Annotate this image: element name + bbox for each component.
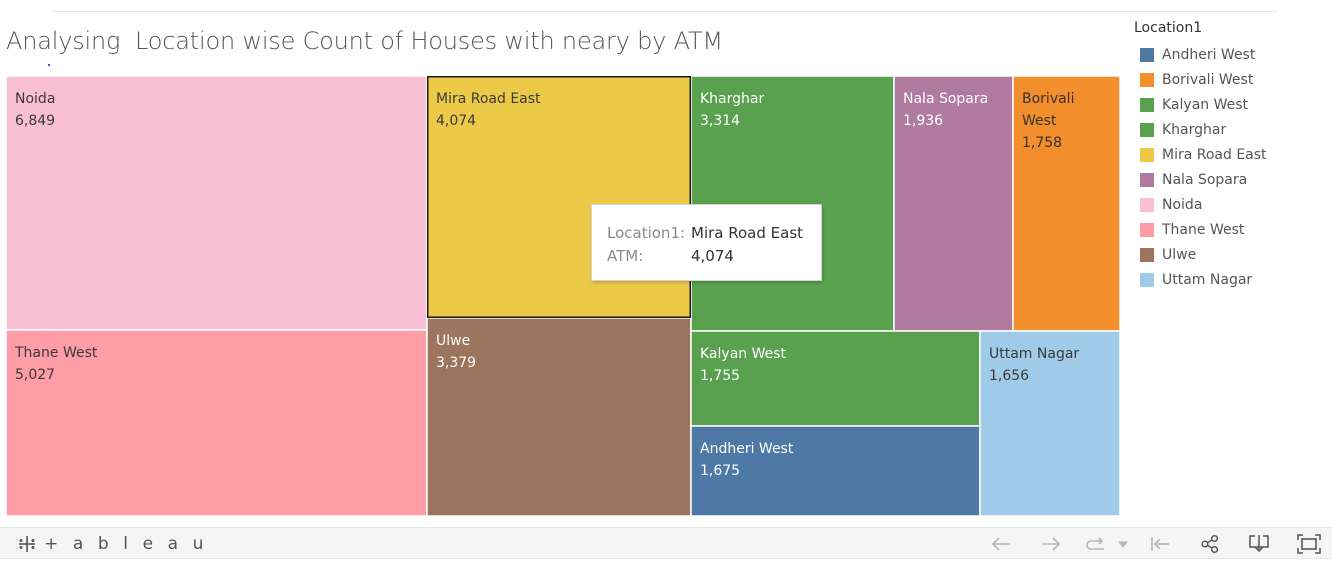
legend-item[interactable]: Thane West [1134,217,1324,242]
download-button[interactable] [1246,532,1272,556]
revert-button[interactable] [1083,532,1109,556]
legend-item[interactable]: Mira Road East [1134,142,1324,167]
legend-swatch [1140,272,1154,287]
legend-item[interactable]: Andheri West [1134,42,1324,67]
reset-button[interactable] [1147,532,1173,556]
tooltip-key-location: Location1: [607,223,686,242]
legend-title: Location1 [1134,20,1203,36]
color-legend: Location1 Andheri West Borivali West Kalya… [1134,18,1324,292]
undo-button[interactable] [988,532,1014,556]
chart-title: Analysing Location wise Count of Houses … [6,27,723,55]
legend-item[interactable]: Kharghar [1134,117,1324,142]
fullscreen-icon [1297,534,1321,554]
tile-rect[interactable] [893,75,1014,332]
tableau-toolbar: + a b l e a u [0,527,1332,559]
legend-label: Uttam Nagar [1162,271,1253,288]
reset-icon [1151,537,1169,551]
tooltip-value-atm: 4,074 [691,246,734,265]
legend-label: Nala Sopara [1162,171,1248,188]
tile-rect[interactable] [979,330,1121,517]
tooltip: Location1: Mira Road East ATM: 4,074 [591,204,822,281]
tableau-logo[interactable]: + a b l e a u [16,533,208,555]
legend-swatch [1140,147,1154,162]
legend-swatch [1140,247,1154,262]
legend-items: Andheri West Borivali West Kalyan West Khar… [1134,42,1324,292]
legend-swatch [1140,197,1154,212]
share-button[interactable] [1197,532,1223,556]
legend-swatch [1140,47,1154,62]
title-marker [48,64,50,66]
tile-rect[interactable] [5,75,428,331]
legend-label: Kalyan West [1162,96,1249,113]
tile-rect[interactable] [5,329,428,517]
legend-label: Noida [1162,196,1203,213]
legend-item[interactable]: Borivali West [1134,67,1324,92]
legend-item[interactable]: Nala Sopara [1134,167,1324,192]
undo-icon [991,537,1010,551]
top-divider [52,11,1278,12]
legend-swatch [1140,72,1154,87]
legend-label: Thane West [1162,221,1245,238]
legend-label: Mira Road East [1162,146,1267,163]
legend-swatch [1140,172,1154,187]
tile-rect[interactable] [426,75,692,319]
tooltip-key-atm: ATM: [607,246,644,265]
tile-rect[interactable] [690,425,981,517]
legend-swatch [1140,222,1154,237]
fullscreen-button[interactable] [1296,532,1322,556]
chevron-down-icon [1118,541,1128,548]
tile-rect[interactable] [1012,75,1121,332]
tile-rect[interactable] [690,330,981,427]
legend-item[interactable]: Kalyan West [1134,92,1324,117]
legend-item[interactable]: Uttam Nagar [1134,267,1324,292]
legend-swatch [1140,122,1154,137]
share-icon [1201,534,1219,554]
download-icon [1249,535,1269,553]
legend-label: Kharghar [1162,121,1227,138]
tile-rect[interactable] [426,317,692,517]
tooltip-value-location: Mira Road East [691,223,804,242]
redo-button[interactable] [1038,532,1064,556]
revert-dropdown-button[interactable] [1114,532,1132,556]
legend-item[interactable]: Ulwe [1134,242,1324,267]
legend-item[interactable]: Noida [1134,192,1324,217]
revert-icon [1086,537,1104,550]
legend-label: Ulwe [1162,246,1197,263]
redo-icon [1042,537,1061,551]
tableau-cross-icon [19,536,35,552]
legend-swatch [1140,97,1154,112]
legend-label: Andheri West [1162,46,1256,63]
legend-label: Borivali West [1162,71,1254,88]
tableau-wordmark: + a b l e a u [44,534,209,554]
